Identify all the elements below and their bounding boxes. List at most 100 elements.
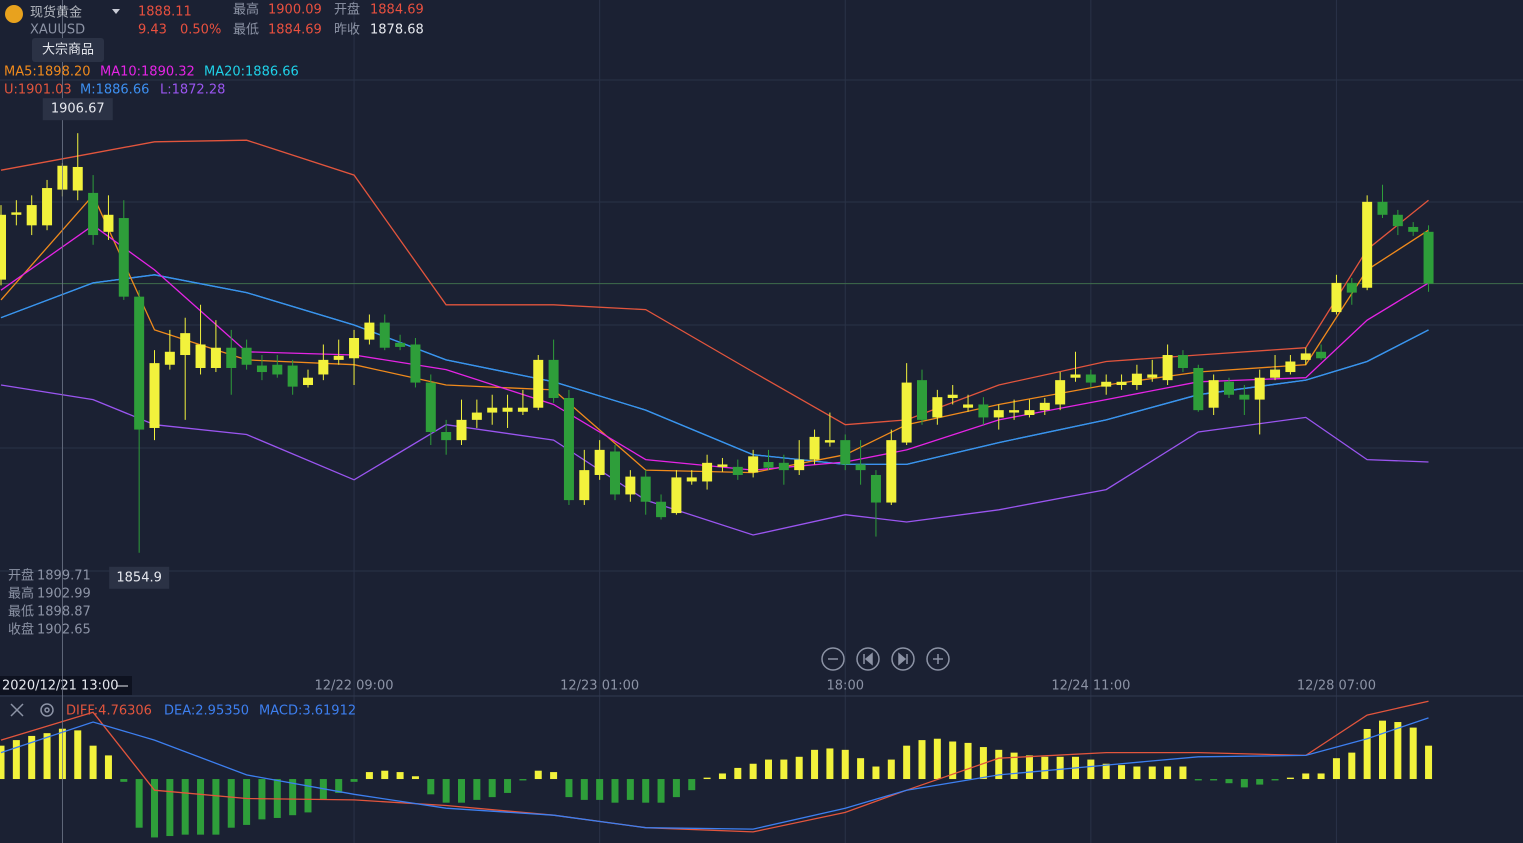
macd-bar	[212, 779, 220, 835]
macd-bar	[1302, 773, 1310, 780]
candle-body	[1131, 373, 1142, 386]
legend-entry: M:1886.66	[80, 83, 149, 98]
candle-body	[1224, 381, 1234, 395]
stat-value: 1884.69	[268, 23, 322, 38]
candle-body	[1147, 374, 1158, 378]
candle-body	[1377, 201, 1388, 215]
candle-body	[1116, 381, 1127, 386]
instrument-name[interactable]: 现货黄金	[30, 5, 82, 21]
macd-bar	[657, 779, 665, 803]
macd-bar	[765, 759, 772, 780]
stat-label: 开盘	[334, 2, 360, 18]
candle-body	[594, 449, 605, 475]
legend-entry: MA10:1890.32	[100, 65, 195, 80]
candle-body	[471, 412, 482, 420]
candle-body	[395, 342, 406, 347]
candle-body	[164, 351, 175, 365]
candle-body	[0, 214, 6, 280]
macd-bar	[1271, 779, 1279, 781]
crosshair-time-box	[0, 676, 132, 695]
candle-body	[303, 377, 313, 386]
macd-bar	[611, 779, 619, 803]
candle-body	[656, 501, 667, 518]
candle-body	[932, 397, 943, 418]
macd-bar	[1041, 756, 1049, 780]
low-marker: 1854.9	[116, 570, 162, 585]
dropdown-arrow[interactable]	[112, 9, 120, 14]
stat-value: 1900.09	[268, 3, 322, 18]
legend-entry: DEA:2.95350	[164, 704, 249, 719]
high-marker: 1906.67	[51, 102, 105, 117]
macd-bar	[903, 745, 911, 780]
candle-body	[1254, 377, 1265, 400]
x-tick-label: 12/22 09:00	[315, 679, 394, 694]
candle-body	[533, 359, 544, 408]
stat-label: 最高	[233, 2, 259, 18]
macd-bar	[89, 745, 97, 780]
logo	[5, 5, 23, 23]
macd-bar	[1394, 722, 1402, 780]
macd-bar	[550, 772, 558, 780]
zoom-in-button[interactable]	[926, 647, 950, 671]
macd-bar	[1194, 779, 1202, 781]
macd-bar	[319, 779, 327, 800]
symbol: XAUUSD	[30, 23, 85, 38]
candle-body	[410, 344, 421, 383]
candle-body	[640, 476, 651, 502]
scroll-right-button[interactable]	[891, 647, 915, 671]
macd-bar	[1409, 727, 1417, 780]
candle-body	[441, 432, 452, 441]
candle-body	[717, 464, 728, 467]
indicator-line	[0, 700, 1429, 833]
candle-body	[134, 296, 145, 430]
zoom-out-button[interactable]	[821, 647, 845, 671]
macd-bar	[1133, 766, 1141, 780]
scroll-left-button[interactable]	[856, 647, 880, 671]
macd-pane	[0, 700, 1433, 838]
macd-bar	[995, 749, 1003, 780]
candle-body	[901, 382, 912, 443]
candle-body	[241, 347, 252, 365]
macd-bar	[181, 779, 189, 835]
macd-bar	[949, 741, 957, 780]
macd-bar	[1317, 773, 1325, 780]
candle-body	[72, 166, 83, 191]
candle-body	[1101, 381, 1112, 387]
macd-bar	[918, 740, 926, 780]
candle-body	[1423, 231, 1434, 284]
candle-body	[1193, 367, 1204, 411]
macd-bar	[642, 779, 650, 803]
info-value: 1902.65	[37, 623, 91, 638]
macd-bar	[933, 738, 941, 780]
candle-body	[824, 440, 835, 443]
stat-label: 昨收	[334, 23, 360, 38]
x-tick-label: 12/23 01:00	[560, 679, 639, 694]
candle-body	[349, 338, 360, 359]
x-tick-label: 18:00	[827, 679, 864, 694]
macd-bar	[335, 779, 343, 793]
macd-bar	[458, 779, 465, 803]
info-label: 最低	[8, 605, 34, 620]
candle-body	[686, 477, 697, 482]
change-percent: 0.50%	[180, 23, 221, 38]
candle-body	[993, 410, 1004, 418]
close-indicator-button[interactable]	[10, 703, 24, 717]
indicator-line	[0, 384, 1429, 536]
candle-body	[702, 462, 713, 482]
candle-body	[917, 380, 927, 420]
macd-bar	[872, 766, 880, 780]
candle-body	[748, 456, 759, 473]
candle-body	[118, 218, 129, 297]
overlay: 2020/12/21 13:00 12/22 09:00 12/23 01:00 18…	[0, 0, 1376, 843]
stat-value: 1884.69	[370, 3, 424, 18]
candle-body	[1085, 374, 1096, 383]
macd-bar	[135, 779, 143, 828]
macd-bar	[1010, 752, 1018, 780]
macd-bar	[1363, 728, 1371, 780]
info-value: 1902.99	[37, 587, 91, 602]
indicator-settings-button[interactable]	[40, 703, 54, 717]
